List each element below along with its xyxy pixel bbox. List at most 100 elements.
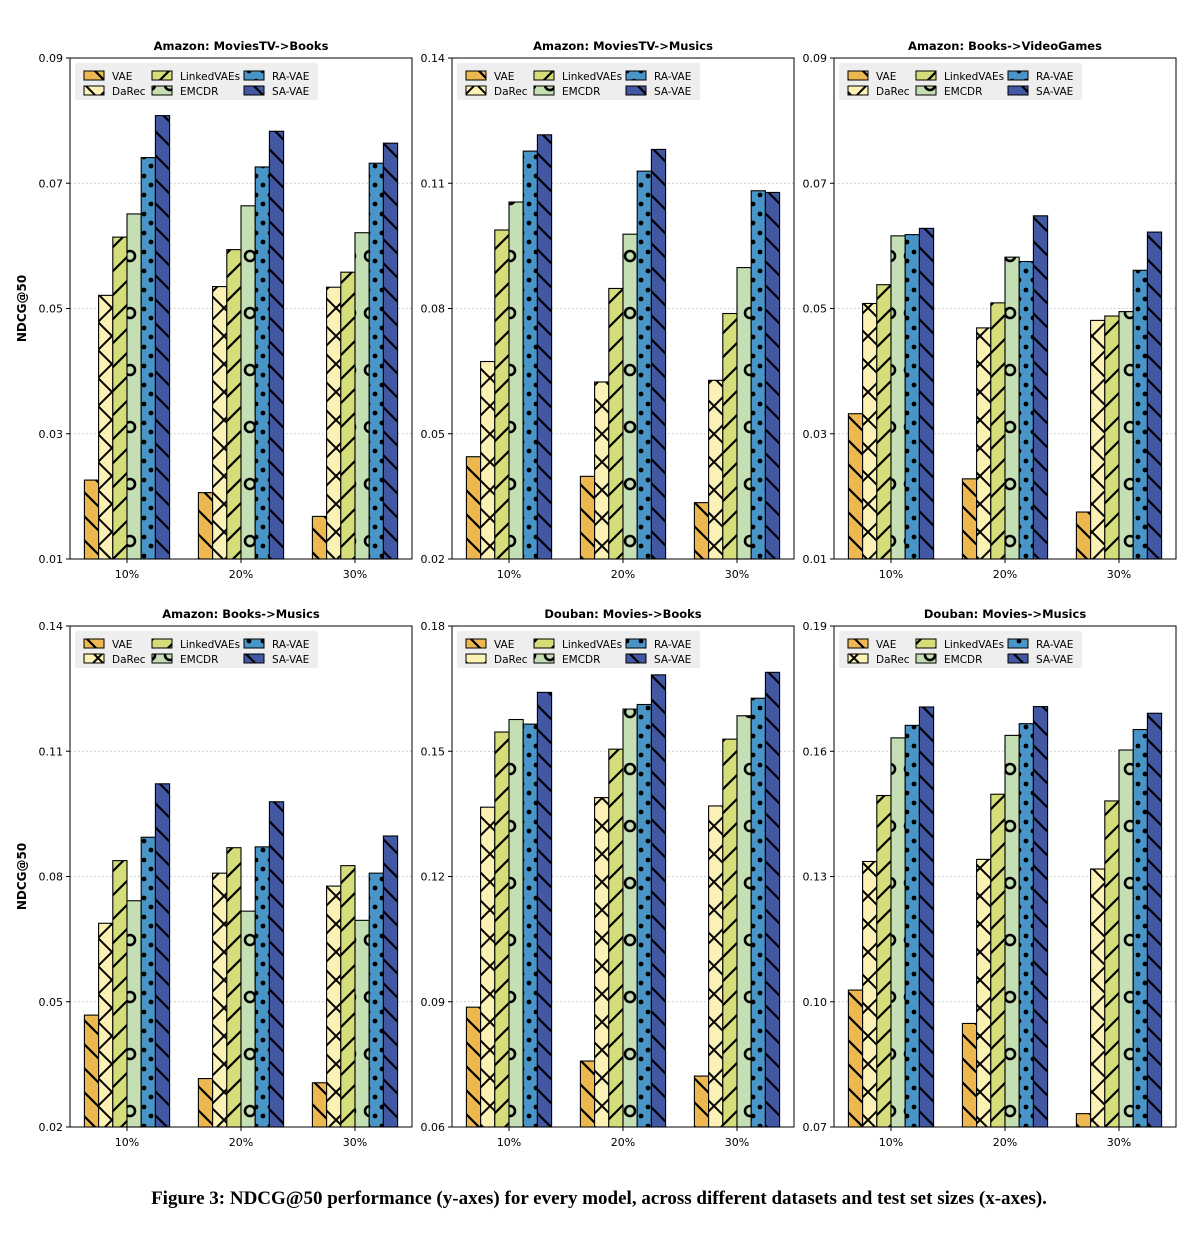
legend-label: LinkedVAEs — [180, 71, 240, 83]
legend-label: VAE — [112, 71, 132, 83]
legend-item-emcdr: EMCDR — [151, 85, 218, 98]
y-tick-label: 0.09 — [803, 52, 828, 65]
chart-title: Amazon: Books->Musics — [162, 607, 320, 621]
bar-sa-vae-30 — [764, 671, 781, 1128]
legend-label: SA-VAE — [1036, 654, 1073, 666]
bar-linkedvaes-10 — [876, 794, 892, 1128]
bar-linkedvaes-30 — [340, 865, 356, 1128]
bar-emcdr-30 — [736, 267, 752, 560]
bar-emcdr-30 — [736, 715, 752, 1128]
legend-item-darec: DaRec — [83, 85, 146, 98]
legend-label: SA-VAE — [1036, 86, 1073, 98]
bar-linkedvaes-10 — [112, 860, 128, 1128]
bar-linkedvaes-10 — [494, 229, 510, 560]
x-tick-label: 10% — [879, 568, 903, 581]
y-tick-label: 0.15 — [421, 745, 446, 758]
bar-ra-vae-20 — [636, 703, 652, 1128]
y-tick-label: 0.11 — [39, 745, 64, 758]
chart-panel-amazon-moviestv-musics: 0.02 0.05 0.08 0.11 0.14 10% 20% 30% Amazon: Mov… — [421, 39, 795, 581]
legend-item-ra-vae: RA-VAE — [625, 70, 691, 83]
y-tick-label: 0.05 — [39, 996, 64, 1009]
bar-linkedvaes-20 — [608, 748, 624, 1128]
legend-label: VAE — [494, 639, 514, 651]
bar-vae-10 — [465, 1006, 482, 1128]
legend-item-ra-vae: RA-VAE — [1007, 70, 1073, 83]
bar-darec-30 — [708, 805, 724, 1128]
bar-sa-vae-10 — [154, 783, 171, 1128]
bar-emcdr-10 — [890, 737, 906, 1128]
bar-ra-vae-10 — [904, 234, 920, 560]
legend-item-ra-vae: RA-VAE — [625, 638, 691, 651]
bar-vae-30 — [693, 1075, 710, 1128]
bar-sa-vae-30 — [1146, 712, 1163, 1128]
legend-label: EMCDR — [944, 86, 982, 98]
legend-item-linkedvaes: LinkedVAEs — [915, 638, 1004, 651]
bar-darec-20 — [594, 797, 610, 1128]
chart-panel-douban-movies-musics: 0.07 0.10 0.13 0.16 0.19 10% 20% 30% Douban: Mov… — [803, 607, 1177, 1149]
bar-vae-10 — [847, 989, 864, 1128]
bar-emcdr-10 — [126, 900, 142, 1128]
legend-item-vae: VAE — [83, 638, 132, 651]
bar-sa-vae-10 — [536, 134, 553, 560]
chart-title: Douban: Movies->Musics — [924, 607, 1086, 621]
x-tick-label: 30% — [725, 568, 749, 581]
legend-item-vae: VAE — [465, 638, 514, 651]
y-tick-label: 0.01 — [39, 553, 64, 566]
bar-vae-20 — [961, 1022, 978, 1128]
bar-ra-vae-10 — [522, 150, 538, 560]
bar-linkedvaes-20 — [608, 287, 624, 560]
bar-darec-10 — [98, 922, 114, 1128]
legend-item-sa-vae: SA-VAE — [1007, 653, 1073, 666]
legend-label: VAE — [876, 71, 896, 83]
legend-item-sa-vae: SA-VAE — [243, 85, 309, 98]
chart-title: Douban: Movies->Books — [544, 607, 701, 621]
bar-emcdr-20 — [240, 205, 256, 560]
bar-emcdr-10 — [508, 718, 524, 1128]
bar-emcdr-20 — [1004, 256, 1020, 560]
legend-label: RA-VAE — [1036, 71, 1073, 83]
legend-item-linkedvaes: LinkedVAEs — [151, 70, 240, 83]
legend-item-darec: DaRec — [847, 85, 910, 98]
y-tick-label: 0.11 — [421, 177, 446, 190]
legend-item-ra-vae: RA-VAE — [243, 638, 309, 651]
y-tick-label: 0.18 — [421, 620, 446, 633]
bar-vae-10 — [83, 479, 100, 560]
x-tick-label: 20% — [611, 1136, 635, 1149]
y-tick-label: 0.14 — [39, 620, 64, 633]
bar-sa-vae-20 — [1032, 706, 1049, 1128]
legend-item-emcdr: EMCDR — [151, 653, 218, 666]
x-tick-label: 30% — [1107, 1136, 1131, 1149]
y-axis-label: NDCG@50 — [15, 843, 29, 910]
y-tick-label: 0.02 — [421, 553, 446, 566]
legend: VAE DaRec LinkedVAEs EMCDR RA-VAE SA-VAE — [457, 63, 700, 100]
bar-emcdr-30 — [354, 232, 370, 560]
bar-vae-30 — [311, 1082, 328, 1128]
legend-label: EMCDR — [944, 654, 982, 666]
bar-linkedvaes-30 — [1104, 800, 1120, 1128]
legend-item-emcdr: EMCDR — [533, 85, 600, 98]
legend-label: DaRec — [494, 86, 528, 98]
legend-item-vae: VAE — [465, 70, 514, 83]
bar-sa-vae-10 — [154, 115, 171, 560]
bar-vae-20 — [197, 492, 214, 560]
y-tick-label: 0.09 — [421, 996, 446, 1009]
legend: VAE DaRec LinkedVAEs EMCDR RA-VAE SA-VAE — [75, 63, 318, 100]
y-tick-label: 0.14 — [421, 52, 446, 65]
x-tick-label: 20% — [993, 1136, 1017, 1149]
legend-item-sa-vae: SA-VAE — [625, 653, 691, 666]
bar-ra-vae-30 — [750, 190, 766, 560]
y-tick-label: 0.08 — [421, 303, 446, 316]
legend-item-emcdr: EMCDR — [915, 85, 982, 98]
legend-item-darec: DaRec — [83, 653, 146, 666]
bar-sa-vae-20 — [650, 148, 667, 560]
legend-label: SA-VAE — [272, 86, 309, 98]
bar-ra-vae-30 — [1132, 728, 1148, 1128]
legend-label: EMCDR — [180, 654, 218, 666]
y-tick-label: 0.02 — [39, 1121, 64, 1134]
legend-label: RA-VAE — [654, 71, 691, 83]
y-tick-label: 0.09 — [39, 52, 64, 65]
bar-vae-10 — [847, 413, 864, 560]
x-tick-label: 20% — [229, 568, 253, 581]
legend-label: LinkedVAEs — [944, 639, 1004, 651]
bar-sa-vae-20 — [268, 130, 285, 560]
